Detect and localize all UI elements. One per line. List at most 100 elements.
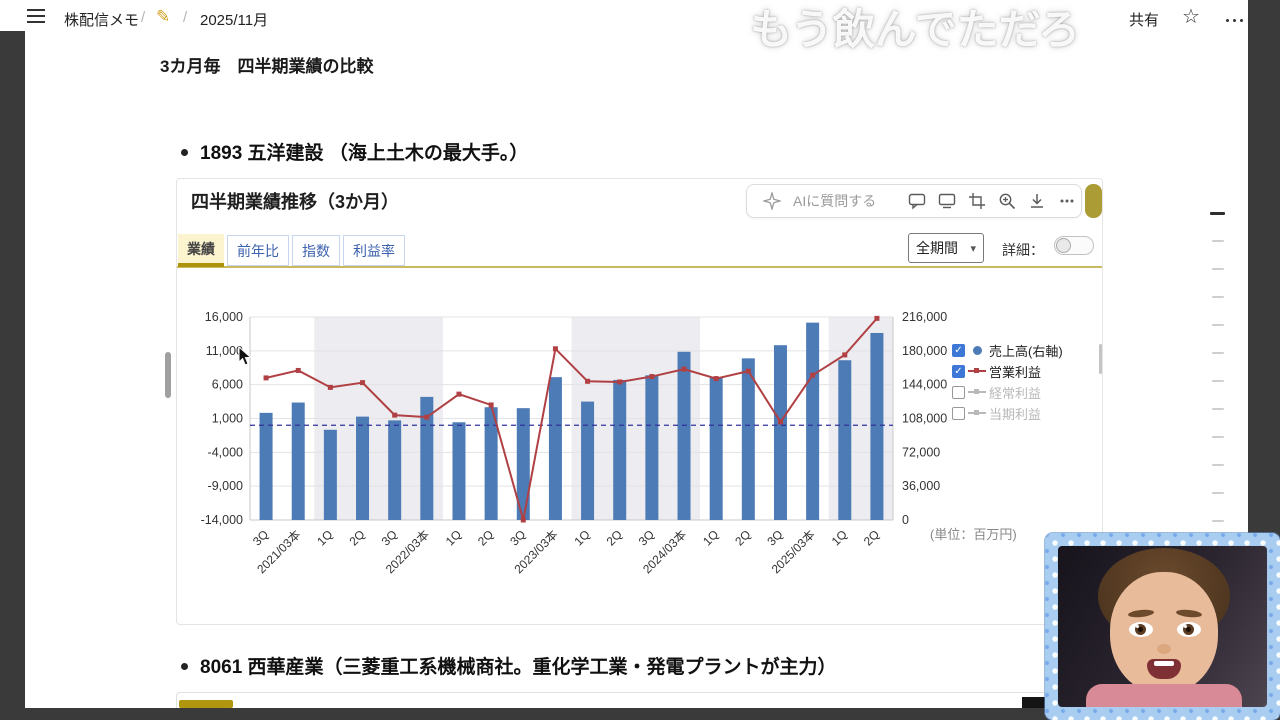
svg-text:1Q: 1Q (700, 527, 721, 548)
svg-text:2Q: 2Q (346, 527, 367, 548)
checkbox-unchecked-icon[interactable] (952, 385, 965, 399)
svg-text:6,000: 6,000 (212, 378, 243, 392)
svg-text:72,000: 72,000 (902, 445, 940, 459)
svg-text:3Q: 3Q (507, 527, 528, 548)
minimap-line[interactable] (1212, 324, 1224, 326)
legend-label: 経常利益 (989, 385, 1042, 401)
minimap-line[interactable] (1212, 352, 1224, 354)
comment-icon[interactable] (908, 192, 926, 210)
svg-text:2Q: 2Q (732, 527, 753, 548)
svg-text:1,000: 1,000 (212, 412, 243, 426)
legend-item-ordinary-profit[interactable]: 経常利益 (952, 384, 1104, 401)
legend-item-net-profit[interactable]: 当期利益 (952, 405, 1104, 422)
tab-riekiritsu[interactable]: 利益率 (343, 235, 405, 266)
svg-text:3Q: 3Q (636, 527, 657, 548)
widget-toolbar: AIに質問する (746, 184, 1082, 218)
legend-item-sales[interactable]: ✓ 売上高(右軸) (952, 342, 1104, 359)
bullet-text: 1893 五洋建設 （海上土木の最大手。） (200, 143, 529, 164)
svg-text:144,000: 144,000 (902, 378, 947, 392)
minimap-line[interactable] (1212, 380, 1224, 382)
legend-item-operating-profit[interactable]: ✓ 営業利益 (952, 363, 1104, 380)
tab-zennenhi[interactable]: 前年比 (227, 235, 289, 266)
breadcrumb-separator: / (141, 9, 146, 26)
crop-icon[interactable] (968, 192, 986, 210)
svg-text:1Q: 1Q (571, 527, 592, 548)
minimap-current-line[interactable] (1210, 212, 1225, 215)
svg-text:36,000: 36,000 (902, 479, 940, 493)
baby-eye (1129, 622, 1153, 637)
svg-text:3Q: 3Q (250, 527, 271, 548)
minimap-line[interactable] (1212, 268, 1224, 270)
legend-label: 売上高(右軸) (989, 343, 1063, 359)
svg-text:16,000: 16,000 (205, 310, 243, 324)
svg-text:-14,000: -14,000 (201, 513, 243, 527)
baby-nose (1157, 644, 1171, 654)
next-chart-widget-partial (176, 692, 1103, 708)
widget-title: 四半期業績推移（3か月） (191, 192, 400, 212)
ai-sparkle-icon (763, 192, 781, 210)
more-options-icon[interactable] (1224, 12, 1245, 30)
series-marker-line (965, 387, 989, 397)
bullet-text: 8061 西華産業（三菱重工系機械商社。重化学工業・発電プラントが主力） (200, 657, 837, 678)
checkbox-checked-icon[interactable]: ✓ (952, 364, 965, 378)
svg-text:-9,000: -9,000 (208, 479, 243, 493)
bullet-item-goyo: 1893 五洋建設 （海上土木の最大手。） (181, 138, 528, 165)
bullet-disc (181, 663, 188, 670)
chevron-down-icon: ▾ (970, 242, 976, 255)
svg-text:2Q: 2Q (861, 527, 882, 548)
series-marker-line (965, 408, 989, 418)
star-icon[interactable]: ☆ (1182, 6, 1200, 28)
breadcrumb-separator: / (183, 9, 188, 26)
svg-text:108,000: 108,000 (902, 412, 947, 426)
svg-text:2Q: 2Q (475, 527, 496, 548)
tab-underline (177, 266, 1102, 268)
page-minimap[interactable] (1210, 212, 1228, 562)
menu-icon[interactable] (27, 9, 45, 23)
minimap-line[interactable] (1212, 240, 1224, 242)
period-select[interactable]: 全期間 ▾ (908, 233, 984, 263)
legend-label: 当期利益 (989, 406, 1042, 422)
legend-label: 営業利益 (989, 364, 1042, 380)
toggle-knob (1056, 238, 1071, 253)
breadcrumb-page[interactable]: 2025/11月 (200, 12, 269, 29)
baby-eye (1177, 622, 1201, 637)
unit-label: (単位：百万円) (930, 527, 1017, 542)
minimap-line[interactable] (1212, 464, 1224, 466)
detail-toggle[interactable] (1054, 236, 1094, 255)
tab-gyoseki[interactable]: 業績 (178, 234, 224, 267)
breadcrumb-root[interactable]: 株配信メモ (64, 12, 140, 29)
detail-toggle-label: 詳細： (1002, 242, 1044, 258)
more-icon[interactable] (1058, 192, 1076, 210)
minimap-line[interactable] (1212, 436, 1224, 438)
ai-question-button[interactable]: AIに質問する (793, 193, 877, 209)
share-button[interactable]: 共有 (1129, 12, 1160, 29)
download-icon[interactable] (1028, 192, 1046, 210)
widget-tabs: 業績 前年比 指数 利益率 (178, 234, 405, 267)
legend-scrollbar[interactable] (1099, 344, 1102, 374)
period-select-value: 全期間 (916, 240, 958, 256)
minimap-line[interactable] (1212, 408, 1224, 410)
minimap-line[interactable] (1212, 520, 1224, 522)
series-marker-circle (965, 345, 989, 355)
zoom-in-icon[interactable] (998, 192, 1016, 210)
minimap-line[interactable] (1212, 492, 1224, 494)
webcam-overlay (1045, 533, 1280, 720)
svg-text:1Q: 1Q (443, 527, 464, 548)
bullet-disc (181, 149, 188, 156)
checkbox-checked-icon[interactable]: ✓ (952, 343, 965, 357)
quarterly-chart[interactable]: 16,000 216,000 11,000 180,000 6,000 144,000 1,… (176, 296, 1103, 620)
drag-handle[interactable] (165, 352, 171, 398)
bullet-item-seika: 8061 西華産業（三菱重工系機械商社。重化学工業・発電プラントが主力） (181, 652, 837, 679)
svg-text:11,000: 11,000 (206, 344, 243, 358)
checkbox-unchecked-icon[interactable] (952, 406, 965, 420)
svg-text:-4,000: -4,000 (208, 445, 243, 459)
tab-shisu[interactable]: 指数 (292, 235, 340, 266)
baby-mouth (1147, 659, 1181, 679)
baby-shirt (1086, 684, 1242, 707)
svg-text:180,000: 180,000 (902, 344, 947, 358)
minimap-line[interactable] (1212, 296, 1224, 298)
svg-text:2Q: 2Q (604, 527, 625, 548)
webcam-video (1058, 546, 1267, 707)
screenshot-icon[interactable] (938, 192, 956, 210)
pencil-icon: ✎ (156, 7, 171, 26)
